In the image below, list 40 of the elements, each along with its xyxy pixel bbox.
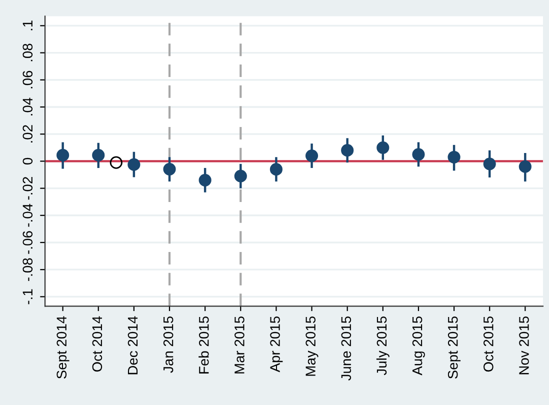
x-tick-label: Jan 2015 (163, 316, 174, 373)
point (518, 160, 532, 173)
x-tick-label: Oct 2014 (92, 316, 102, 372)
x-tick-label: May 2015 (306, 316, 318, 376)
x-tick-label: Sept 2014 (56, 316, 70, 379)
point (376, 141, 390, 154)
x-tick-label: Oct 2015 (484, 316, 494, 372)
point (448, 150, 460, 164)
y-tick-label: .08 (22, 44, 33, 62)
x-tick-label: July 2015 (376, 316, 390, 376)
point (163, 162, 176, 176)
y-tick-label: .04 (22, 98, 33, 116)
x-tick-label: Nov 2015 (519, 316, 529, 374)
x-tick-label: Dec 2014 (128, 316, 138, 374)
x-tick-label: Mar 2015 (234, 316, 244, 374)
y-tick-label: -.08 (22, 258, 33, 281)
y-tick-label: -.06 (22, 231, 33, 254)
point (234, 170, 247, 182)
point (128, 158, 140, 171)
y-tick-label: -.04 (22, 204, 33, 227)
point (110, 156, 122, 169)
point (341, 144, 354, 157)
point (270, 163, 282, 176)
x-tick-label: Apr 2015 (270, 316, 283, 372)
point (483, 158, 496, 170)
y-tick-label: .06 (22, 70, 33, 88)
y-tick-label: .02 (22, 125, 33, 142)
point (412, 148, 425, 161)
point (56, 148, 70, 162)
x-tick-label: Aug 2015 (412, 316, 425, 376)
point (92, 148, 105, 162)
point (198, 174, 212, 186)
y-tick-label: 0 (22, 158, 33, 165)
x-tick-label: Sept 2015 (448, 316, 461, 379)
point (305, 149, 318, 162)
y-tick-label: .1 (22, 20, 32, 30)
x-tick-label: Feb 2015 (198, 316, 209, 374)
x-tick-label: June 2015 (341, 316, 352, 381)
y-tick-label: -.02 (22, 177, 33, 200)
y-tick-label: -.1 (22, 289, 32, 304)
